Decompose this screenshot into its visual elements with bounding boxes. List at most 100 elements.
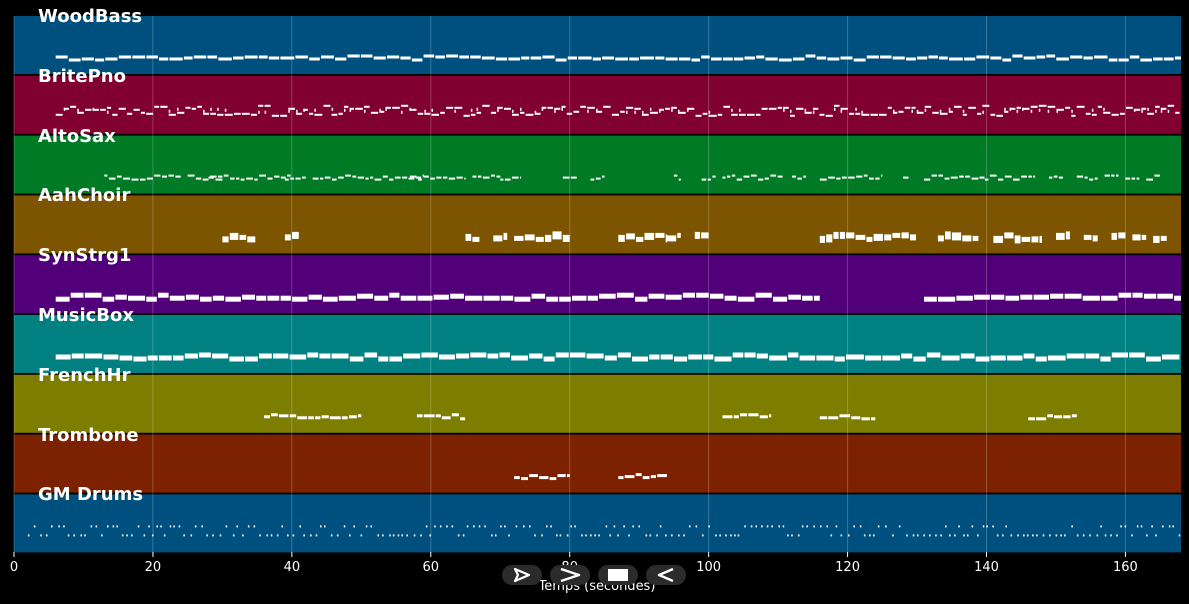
note xyxy=(566,112,573,115)
note xyxy=(295,55,308,59)
note xyxy=(143,534,146,537)
note xyxy=(1004,175,1012,178)
note xyxy=(1013,178,1020,181)
note xyxy=(1047,414,1053,418)
note xyxy=(511,176,519,179)
note xyxy=(84,292,102,298)
note xyxy=(911,106,916,109)
note xyxy=(456,353,470,359)
note xyxy=(932,111,939,114)
track-label: WoodBass xyxy=(38,6,143,27)
note xyxy=(1047,105,1056,108)
note xyxy=(634,107,641,110)
note xyxy=(308,416,314,420)
note xyxy=(626,110,628,114)
note xyxy=(1154,174,1160,177)
note xyxy=(267,177,273,180)
note xyxy=(520,107,522,111)
note xyxy=(702,112,708,115)
note xyxy=(917,56,928,60)
note xyxy=(1027,534,1029,537)
note xyxy=(463,114,470,117)
note xyxy=(873,233,883,241)
note xyxy=(267,295,280,301)
note xyxy=(695,114,702,117)
fast-forward-button[interactable] xyxy=(550,565,590,585)
note xyxy=(691,58,700,62)
note xyxy=(559,296,571,302)
note xyxy=(605,525,608,528)
note xyxy=(201,525,203,528)
note xyxy=(733,415,739,419)
note xyxy=(460,417,466,421)
note xyxy=(567,474,570,478)
note xyxy=(514,476,520,480)
note xyxy=(421,352,438,358)
note xyxy=(665,234,667,243)
note xyxy=(1111,113,1119,116)
note xyxy=(1104,534,1107,537)
note xyxy=(443,176,448,179)
note xyxy=(853,58,866,62)
note xyxy=(623,525,625,528)
note xyxy=(309,57,320,61)
note xyxy=(806,525,808,528)
note xyxy=(773,296,788,302)
note xyxy=(355,107,363,110)
note xyxy=(989,174,997,177)
note xyxy=(85,108,92,111)
note xyxy=(770,174,777,177)
note xyxy=(624,475,635,479)
note xyxy=(1119,112,1125,115)
track-label: AltoSax xyxy=(38,125,116,147)
note xyxy=(223,174,229,177)
note xyxy=(665,107,670,110)
note xyxy=(1064,534,1066,537)
note xyxy=(105,57,118,61)
note xyxy=(834,104,840,107)
note xyxy=(863,534,866,537)
note xyxy=(472,236,480,242)
note xyxy=(935,534,937,537)
stop-button[interactable] xyxy=(598,565,638,585)
note xyxy=(343,525,346,528)
note xyxy=(898,110,904,113)
note xyxy=(629,57,639,61)
note xyxy=(1049,176,1053,179)
note xyxy=(855,112,861,115)
note xyxy=(650,475,656,479)
note xyxy=(341,416,348,420)
note xyxy=(986,525,988,528)
note xyxy=(387,55,400,59)
note xyxy=(1030,109,1033,113)
play-button[interactable] xyxy=(502,565,542,585)
note xyxy=(126,534,128,537)
note xyxy=(203,109,205,113)
note xyxy=(374,295,389,301)
note xyxy=(996,534,999,537)
note xyxy=(743,175,750,178)
note xyxy=(649,534,652,537)
note xyxy=(626,106,634,109)
note xyxy=(945,525,947,528)
note xyxy=(1096,534,1099,537)
note xyxy=(397,534,400,537)
note xyxy=(320,177,324,180)
note xyxy=(1082,534,1085,537)
rewind-button[interactable] xyxy=(646,565,686,585)
note xyxy=(378,356,389,362)
note xyxy=(1103,111,1111,114)
note xyxy=(1129,55,1140,59)
note xyxy=(613,525,616,528)
note xyxy=(875,177,880,180)
note xyxy=(959,175,964,178)
note xyxy=(276,534,279,537)
note xyxy=(840,109,843,113)
note xyxy=(737,296,755,302)
note xyxy=(287,534,289,537)
note xyxy=(998,178,1004,181)
note xyxy=(659,109,661,113)
note xyxy=(849,112,855,115)
note xyxy=(512,109,514,113)
fast-forward-icon xyxy=(560,568,581,582)
